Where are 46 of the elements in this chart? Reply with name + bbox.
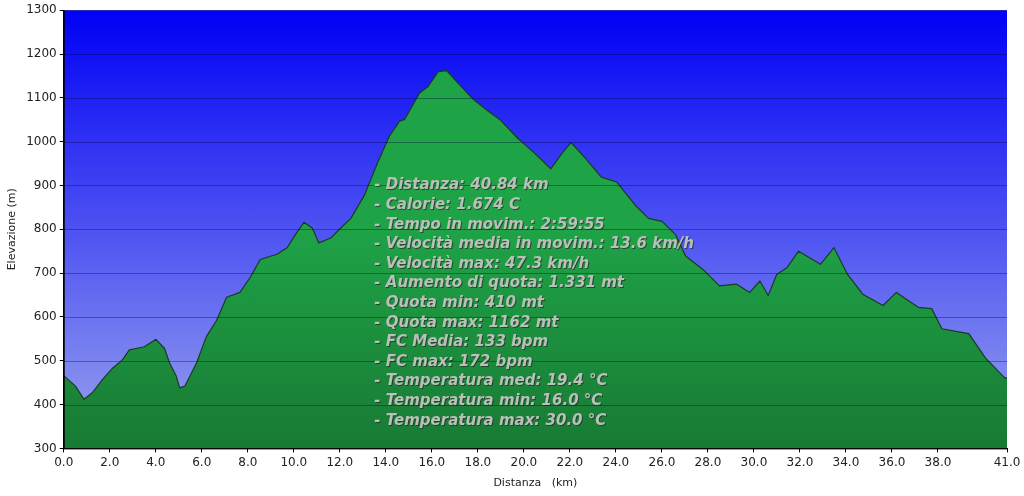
annotation: - Tempo in movim.: 2:59:55 [374,214,605,233]
x-tick-label: 26.0 [648,454,676,469]
annotation: - Distanza: 40.84 km [374,175,549,194]
x-tick-label: 6.0 [192,454,212,469]
annotation: - Temperatura min: 16.0 °C [374,390,603,409]
y-axis-title: Elevazione (m) [5,188,19,271]
x-axis-title: Distanza (km) [493,476,578,490]
y-tick-label: 300 [33,440,57,455]
y-tick-label: 1000 [26,133,57,148]
annotation: - Quota max: 1162 mt [375,313,561,332]
x-tick-label: 38.0 [924,454,952,469]
x-tick-label: 24.0 [602,454,630,469]
y-tick-label: 1300 [26,2,57,17]
x-tick-label: 20.0 [510,454,538,469]
y-tick-label: 900 [33,177,57,192]
y-tick-label: 1100 [26,89,57,104]
y-tick-label: 800 [33,221,57,236]
x-tick-label: 32.0 [786,454,814,469]
x-tick-label: 28.0 [694,454,722,469]
annotation: - Aumento di quota: 1.331 mt [374,273,625,292]
x-tick-label: 34.0 [832,454,860,469]
y-tick-label: 500 [33,352,57,367]
x-tick-label: 18.0 [464,454,492,469]
y-tick-label: 1200 [26,46,57,61]
x-tick-label: 4.0 [146,454,166,469]
x-tick-label: 0.0 [54,454,74,469]
annotation: - Calorie: 1.674 C [374,194,520,213]
x-tick-label: 22.0 [556,454,584,469]
annotation: - FC Media: 133 bpm [374,332,549,351]
annotation: - Temperatura max: 30.0 °C [374,410,607,429]
x-tick-label: 2.0 [100,454,120,469]
annotation: - FC max: 172 bpm [374,351,533,370]
y-tick-label: 400 [33,396,57,411]
annotation: - Temperatura med: 19.4 °C [374,371,608,390]
y-tick-label: 700 [33,265,57,280]
x-tick-label: 12.0 [326,454,354,469]
x-tick-label: 8.0 [238,454,258,469]
annotation: - Quota min: 410 mt [374,292,545,311]
x-tick-label: 14.0 [372,454,400,469]
x-tick-label: 16.0 [418,454,446,469]
x-tick-label: 41.0 [993,454,1021,469]
x-tick-label: 10.0 [280,454,308,469]
x-tick-label: 36.0 [878,454,906,469]
y-tick-label: 600 [33,309,57,324]
x-tick-label: 30.0 [740,454,768,469]
annotation: - Velocità max: 47.3 km/h [374,253,590,272]
